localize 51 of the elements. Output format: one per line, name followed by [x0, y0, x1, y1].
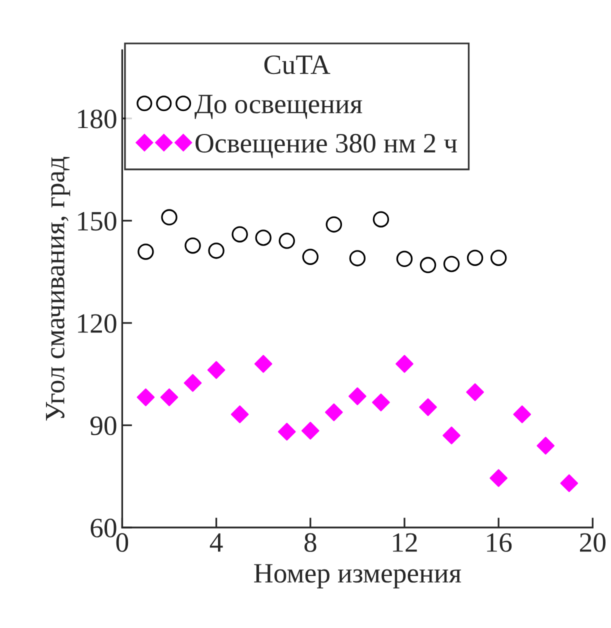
x-tick-label: 8 [304, 533, 316, 552]
point [136, 388, 155, 406]
x-tick-label: 12 [393, 533, 417, 552]
point [278, 232, 295, 249]
x-axis-title: Номер измерения [254, 564, 462, 588]
y-tick-label: 150 [78, 212, 116, 231]
point [325, 403, 343, 422]
point [254, 354, 272, 373]
point [232, 226, 248, 242]
point [396, 250, 413, 267]
point [372, 393, 390, 412]
point [208, 242, 224, 259]
legend-title: CuTA [264, 55, 330, 74]
point [396, 354, 414, 373]
point [560, 474, 578, 492]
point [184, 237, 201, 254]
legend-label: Освещение 380 нм 2 ч [196, 134, 457, 158]
x-tick-label: 16 [487, 533, 512, 552]
x-tick-label: 20 [580, 533, 606, 552]
point [161, 209, 178, 226]
point [160, 388, 178, 406]
y-tick-label: 180 [78, 110, 116, 128]
point [302, 248, 319, 265]
point [420, 256, 436, 274]
y-axis-title: Угол смачивания, град [46, 156, 70, 421]
point [372, 211, 390, 228]
point [255, 230, 272, 246]
point [184, 374, 202, 392]
point [301, 422, 320, 440]
point [207, 361, 226, 379]
legend-label: До освещения [194, 94, 362, 120]
point [419, 398, 437, 416]
point [230, 405, 249, 424]
point [490, 469, 508, 487]
point [326, 216, 342, 233]
point [138, 244, 154, 260]
point [536, 436, 555, 455]
point [466, 250, 484, 266]
point [490, 250, 507, 266]
point [443, 256, 460, 272]
point [278, 422, 296, 441]
x-tick-label: 4 [210, 533, 223, 552]
y-tick-label: 60 [90, 518, 116, 538]
point [466, 383, 484, 402]
point [442, 426, 460, 444]
x-tick-label: 0 [116, 533, 128, 552]
point [348, 387, 366, 406]
y-tick-label: 120 [78, 314, 116, 333]
point [513, 405, 532, 424]
point [349, 250, 366, 266]
y-tick-label: 90 [90, 416, 116, 436]
